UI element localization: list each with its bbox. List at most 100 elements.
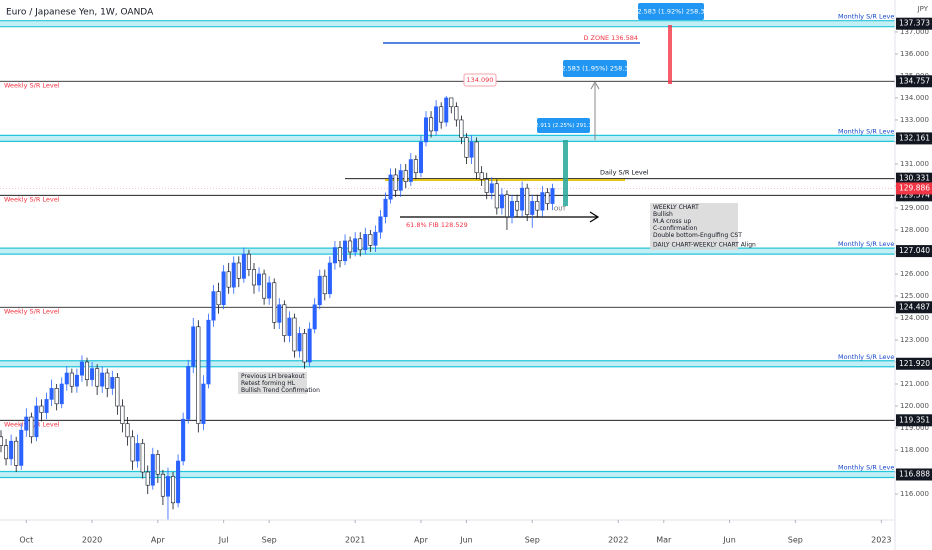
candle-body xyxy=(150,454,155,486)
y-tick-label: 123.000 xyxy=(900,336,929,344)
candle-body xyxy=(206,319,211,385)
candle-body xyxy=(251,269,256,286)
x-tick-label: Jun xyxy=(459,536,473,545)
level-price-box xyxy=(896,17,932,30)
candle-body xyxy=(44,399,49,413)
candle-body xyxy=(176,460,181,504)
currency: JPY xyxy=(917,5,929,13)
candle-body xyxy=(211,291,216,321)
out-label: OUT xyxy=(554,207,566,213)
level-price-box xyxy=(896,172,932,185)
time-axis-bg xyxy=(0,520,895,550)
candle-body xyxy=(90,368,95,380)
candle-body xyxy=(105,372,110,389)
level-price-label: 134.757 xyxy=(899,76,930,85)
note-breakout: Previous LH breakout Retest forming HL Bul… xyxy=(241,373,320,394)
candle-body xyxy=(115,377,120,407)
candle-body xyxy=(267,282,272,299)
candle-body xyxy=(408,159,413,182)
note-line: M.A cross up xyxy=(653,218,691,225)
y-tick-label: 126.000 xyxy=(900,270,929,278)
high-label: 134.090 xyxy=(467,76,494,84)
measure-box xyxy=(563,60,627,77)
candle-body xyxy=(130,436,135,462)
candle-body xyxy=(317,275,322,306)
candle-body xyxy=(19,429,24,466)
candle-body xyxy=(191,326,196,367)
level-text: Monthly S/R Level xyxy=(838,353,896,361)
candle-body xyxy=(530,201,535,215)
candle-body xyxy=(393,174,398,191)
candle-body xyxy=(550,188,555,204)
current-price-box xyxy=(896,182,932,195)
note-weekly: WEEKLY CHART Bullish M.A cross up C-confirm… xyxy=(653,204,742,239)
candles xyxy=(0,95,555,525)
candle-body xyxy=(297,333,302,352)
candle-body xyxy=(332,247,337,264)
candle-body xyxy=(459,119,464,138)
candle-body xyxy=(241,253,246,279)
monthly-band xyxy=(0,20,895,27)
x-tick-label: Sep xyxy=(262,536,277,545)
monthly-band xyxy=(0,471,895,478)
current-price-label: 129.886 xyxy=(899,183,930,192)
level-text: Monthly S/R Level xyxy=(838,127,896,135)
candle-body xyxy=(418,141,423,174)
candle-body xyxy=(403,170,408,182)
candle-body xyxy=(64,372,69,385)
note-line: Retest forming HL xyxy=(241,380,296,387)
level-price-label: 127.040 xyxy=(899,246,930,255)
candle-body xyxy=(489,183,494,193)
candle-body xyxy=(474,141,479,174)
candle-body xyxy=(181,418,186,462)
candle-body xyxy=(292,317,297,352)
y-tick-label: 119.000 xyxy=(900,424,929,432)
candle-body xyxy=(484,179,489,193)
candle-body xyxy=(59,383,64,405)
candle-body xyxy=(257,273,262,286)
candle-body xyxy=(74,374,79,387)
candle-body xyxy=(216,291,221,306)
y-tick-label: 136.000 xyxy=(900,50,929,58)
y-tick-label: 131.000 xyxy=(900,160,929,168)
candle-body xyxy=(34,405,39,438)
candle-body xyxy=(282,304,287,336)
candle-body xyxy=(246,253,251,270)
candle-body xyxy=(373,231,378,246)
level-text: Monthly S/R Level xyxy=(838,463,896,471)
measure-text: 2.583 (1.92%) 258.3 xyxy=(637,8,704,16)
candle-body xyxy=(540,192,545,211)
candle-body xyxy=(145,471,150,486)
level-text: Weekly S/R Level xyxy=(4,81,60,89)
note-line: WEEKLY CHART xyxy=(653,204,699,211)
candle-body xyxy=(272,282,277,323)
candle-body xyxy=(378,216,383,233)
note-align: DAILY CHART-WEEKLY CHART Align xyxy=(653,242,756,249)
x-tick-label: 2021 xyxy=(345,536,365,545)
y-tick-label: 121.000 xyxy=(900,380,929,388)
price-axis-bg xyxy=(895,0,932,550)
y-tick-label: 124.000 xyxy=(900,314,929,322)
candle-body xyxy=(312,304,317,330)
measure-text: 2.911 (2.25%) 291.1 xyxy=(535,123,592,129)
candle-body xyxy=(434,106,439,132)
candle-body xyxy=(358,238,363,251)
candle-body xyxy=(353,238,358,253)
candle-body xyxy=(525,187,530,215)
candle-body xyxy=(135,443,140,462)
candle-body xyxy=(469,141,474,158)
candle-body xyxy=(322,275,327,295)
candle-body xyxy=(454,106,459,121)
levels: Monthly S/R Level Weekly S/R Level Monthly… xyxy=(0,13,896,479)
level-price-box xyxy=(896,132,932,145)
candle-body xyxy=(160,473,165,497)
y-tick-label: 125.000 xyxy=(900,292,929,300)
level-price-label: 130.331 xyxy=(899,174,930,183)
level-price-box xyxy=(896,75,932,88)
level-price-box xyxy=(896,301,932,314)
level-price-label: 124.487 xyxy=(899,302,930,311)
measure-box xyxy=(537,118,590,133)
candle-body xyxy=(140,443,145,473)
candle-body xyxy=(120,405,125,424)
